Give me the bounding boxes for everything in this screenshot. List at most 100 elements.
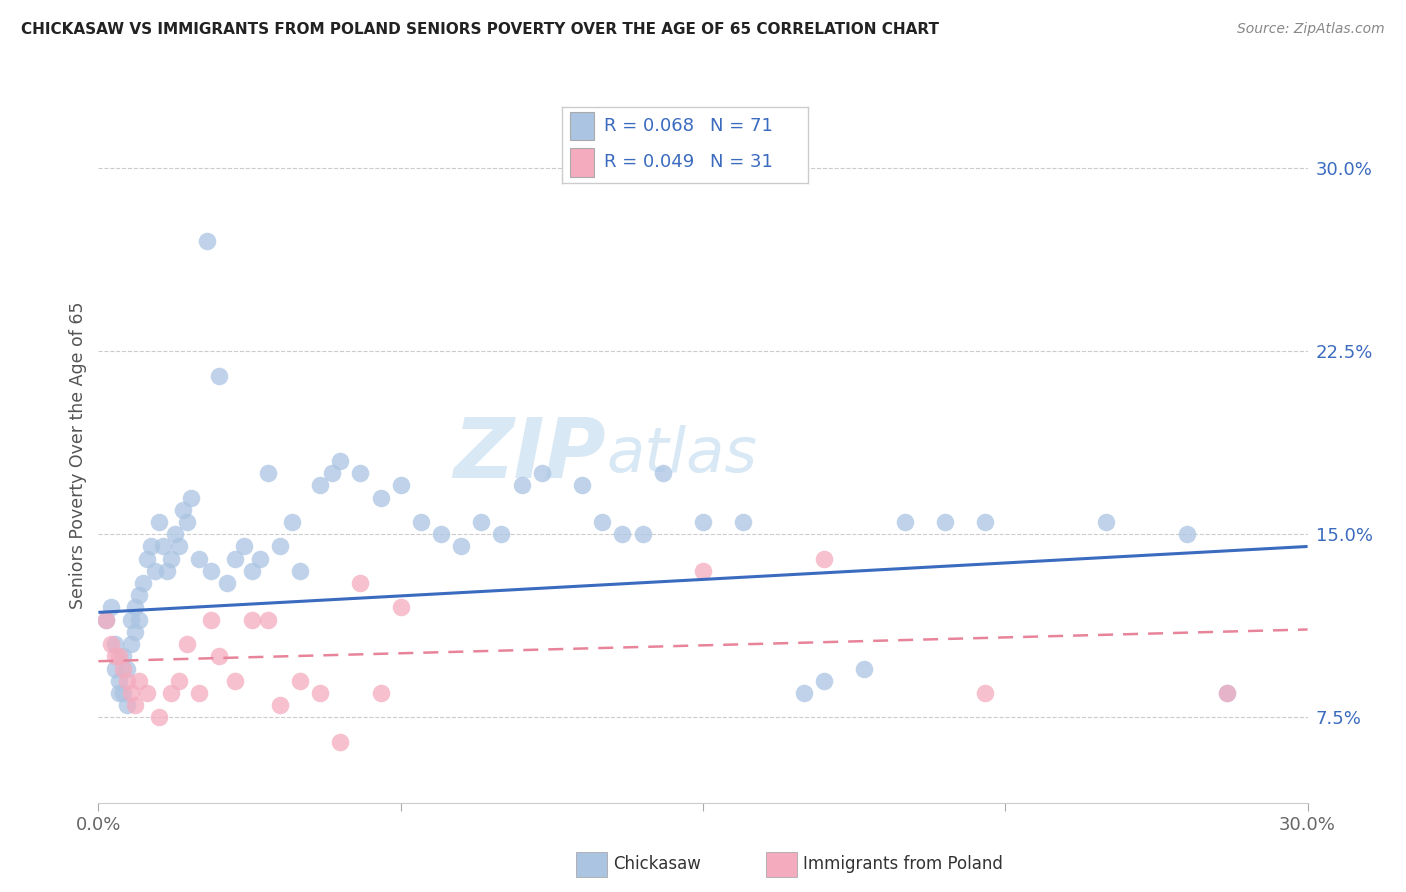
Point: [240, 613, 263, 627]
Point: [103, 637, 125, 651]
Point: [349, 576, 371, 591]
Point: [491, 527, 513, 541]
Point: [180, 491, 202, 505]
Point: [132, 576, 155, 591]
Point: [288, 673, 311, 688]
Point: [195, 235, 218, 249]
Point: [281, 515, 304, 529]
Point: [124, 600, 146, 615]
Point: [430, 527, 453, 541]
Point: [224, 673, 246, 688]
Point: [1216, 686, 1239, 700]
Point: [200, 564, 222, 578]
Point: [128, 673, 150, 688]
Point: [188, 686, 211, 700]
Point: [974, 515, 997, 529]
Point: [309, 478, 332, 492]
Point: [269, 540, 291, 554]
Point: [167, 540, 190, 554]
Point: [107, 673, 129, 688]
Point: [160, 551, 183, 566]
Point: [256, 613, 278, 627]
Text: Immigrants from Poland: Immigrants from Poland: [803, 855, 1002, 873]
Point: [115, 661, 138, 675]
Bar: [569, 112, 595, 140]
Text: Source: ZipAtlas.com: Source: ZipAtlas.com: [1237, 22, 1385, 37]
Point: [163, 527, 186, 541]
Point: [143, 564, 166, 578]
Point: [111, 661, 134, 675]
Point: [120, 686, 142, 700]
Bar: [569, 148, 595, 177]
Point: [651, 467, 673, 481]
Text: R = 0.068: R = 0.068: [605, 117, 695, 135]
Point: [1175, 527, 1198, 541]
Point: [208, 649, 231, 664]
Point: [853, 661, 876, 675]
Point: [124, 698, 146, 713]
Point: [612, 527, 634, 541]
Point: [128, 613, 150, 627]
Point: [160, 686, 183, 700]
Point: [793, 686, 815, 700]
Point: [510, 478, 533, 492]
Point: [1216, 686, 1239, 700]
Point: [692, 515, 714, 529]
Point: [349, 467, 371, 481]
Point: [139, 540, 162, 554]
Point: [103, 649, 125, 664]
Point: [148, 515, 170, 529]
Point: [240, 564, 263, 578]
Point: [103, 661, 125, 675]
Point: [813, 673, 835, 688]
Point: [934, 515, 956, 529]
Point: [172, 503, 194, 517]
Point: [530, 467, 553, 481]
Point: [249, 551, 271, 566]
Point: [107, 686, 129, 700]
Point: [100, 600, 122, 615]
Text: ZIP: ZIP: [454, 415, 606, 495]
Point: [200, 613, 222, 627]
Point: [450, 540, 472, 554]
Point: [96, 613, 118, 627]
Text: N = 31: N = 31: [710, 153, 773, 171]
Point: [389, 478, 412, 492]
Point: [100, 637, 122, 651]
Point: [107, 649, 129, 664]
Point: [409, 515, 432, 529]
Point: [111, 649, 134, 664]
Point: [470, 515, 492, 529]
Point: [120, 637, 142, 651]
Point: [321, 467, 343, 481]
Point: [152, 540, 174, 554]
Point: [389, 600, 412, 615]
Point: [591, 515, 613, 529]
Point: [124, 624, 146, 639]
Point: [571, 478, 593, 492]
Point: [188, 551, 211, 566]
Point: [329, 735, 352, 749]
Point: [115, 673, 138, 688]
Y-axis label: Seniors Poverty Over the Age of 65: Seniors Poverty Over the Age of 65: [69, 301, 87, 608]
Point: [111, 686, 134, 700]
Point: [208, 368, 231, 383]
Point: [96, 613, 118, 627]
Point: [309, 686, 332, 700]
Point: [224, 551, 246, 566]
Point: [115, 698, 138, 713]
Point: [256, 467, 278, 481]
Point: [176, 637, 198, 651]
Point: [156, 564, 179, 578]
Point: [148, 710, 170, 724]
Point: [370, 491, 392, 505]
Point: [128, 588, 150, 602]
Text: atlas: atlas: [606, 425, 758, 485]
Point: [217, 576, 239, 591]
Point: [733, 515, 755, 529]
Point: [167, 673, 190, 688]
Text: Chickasaw: Chickasaw: [613, 855, 700, 873]
Point: [176, 515, 198, 529]
Point: [370, 686, 392, 700]
Point: [135, 686, 157, 700]
